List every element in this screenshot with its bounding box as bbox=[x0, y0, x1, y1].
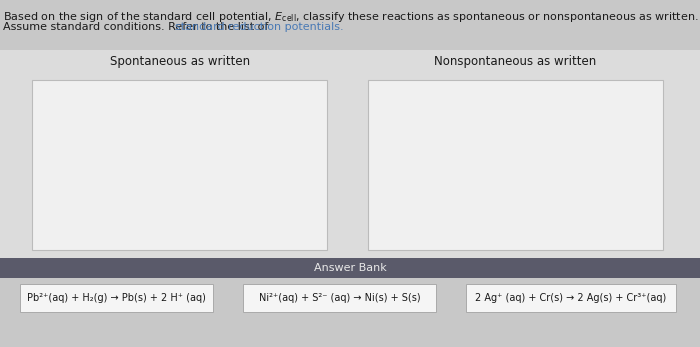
FancyBboxPatch shape bbox=[0, 278, 700, 330]
FancyBboxPatch shape bbox=[243, 284, 436, 312]
Text: Assume standard conditions. Refer to the list of: Assume standard conditions. Refer to the… bbox=[3, 22, 272, 32]
Text: Answer Bank: Answer Bank bbox=[314, 263, 386, 273]
Text: Nonspontaneous as written: Nonspontaneous as written bbox=[434, 55, 596, 68]
Text: Spontaneous as written: Spontaneous as written bbox=[110, 55, 250, 68]
Text: Ni²⁺(aq) + S²⁻ (aq) → Ni(s) + S(s): Ni²⁺(aq) + S²⁻ (aq) → Ni(s) + S(s) bbox=[259, 293, 420, 303]
Text: Pb²⁺(aq) + H₂(g) → Pb(s) + 2 H⁺ (aq): Pb²⁺(aq) + H₂(g) → Pb(s) + 2 H⁺ (aq) bbox=[27, 293, 206, 303]
FancyBboxPatch shape bbox=[20, 284, 213, 312]
FancyBboxPatch shape bbox=[466, 284, 676, 312]
Text: Based on the sign of the standard cell potential, $E_{\mathrm{cell}}$, classify : Based on the sign of the standard cell p… bbox=[3, 10, 699, 24]
FancyBboxPatch shape bbox=[368, 80, 663, 250]
Text: standard reduction potentials.: standard reduction potentials. bbox=[176, 22, 344, 32]
Text: 2 Ag⁺ (aq) + Cr(s) → 2 Ag(s) + Cr³⁺(aq): 2 Ag⁺ (aq) + Cr(s) → 2 Ag(s) + Cr³⁺(aq) bbox=[475, 293, 666, 303]
FancyBboxPatch shape bbox=[0, 258, 700, 278]
FancyBboxPatch shape bbox=[0, 50, 700, 260]
FancyBboxPatch shape bbox=[32, 80, 327, 250]
